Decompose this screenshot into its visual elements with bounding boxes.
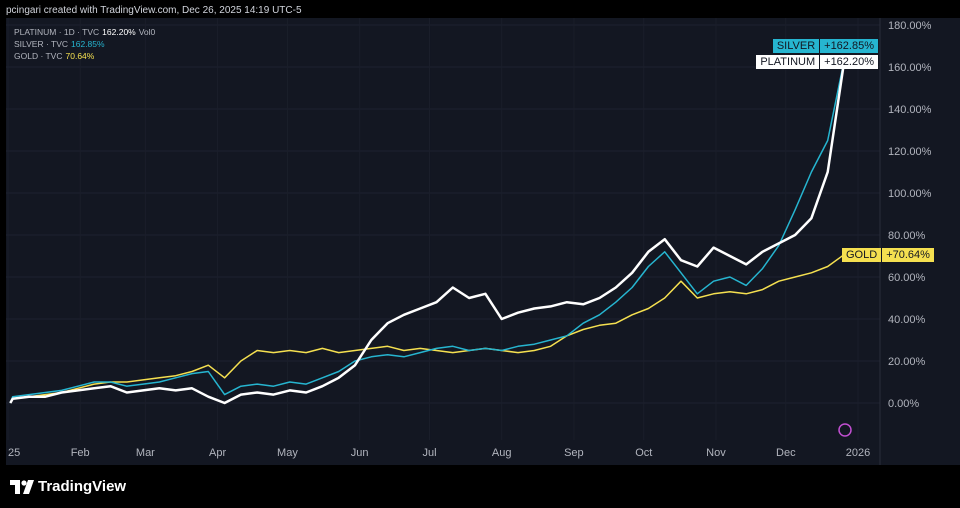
legend-value: 162.85%	[71, 39, 105, 49]
x-tick-label: Aug	[492, 447, 512, 459]
x-tick-label: 2026	[846, 447, 870, 459]
x-tick-label: Oct	[635, 447, 652, 459]
x-tick-label: Sep	[564, 447, 584, 459]
y-tick-label: 80.00%	[888, 230, 926, 242]
legend-gold[interactable]: GOLD · TVC 70.64%	[14, 51, 95, 61]
legend-silver[interactable]: SILVER · TVC 162.85%	[14, 39, 105, 49]
gold-price-tag: GOLD +70.64%	[842, 248, 934, 262]
y-tick-label: 120.00%	[888, 146, 932, 158]
tradingview-logo-icon	[10, 479, 34, 494]
silver-price-tag: SILVER +162.85%	[772, 39, 878, 53]
legend-value: 162.20%	[102, 27, 136, 37]
x-tick-label: Jun	[351, 447, 369, 459]
y-tick-label: 60.00%	[888, 272, 926, 284]
y-tick-label: 0.00%	[888, 398, 919, 410]
chart-credit: pcingari created with TradingView.com, D…	[6, 5, 302, 16]
x-tick-label: Apr	[209, 447, 226, 459]
lightning-icon	[838, 423, 852, 437]
tradingview-logo[interactable]: TradingView	[10, 478, 126, 495]
legend-platinum[interactable]: PLATINUM · 1D · TVC 162.20% Vol0	[14, 27, 156, 37]
x-tick-label: Jul	[422, 447, 436, 459]
y-tick-label: 40.00%	[888, 314, 926, 326]
series-line-platinum	[9, 62, 846, 405]
series-line-silver	[9, 60, 845, 404]
x-tick-label: Mar	[136, 447, 155, 459]
x-tick-label: May	[277, 447, 298, 459]
x-tick-label: 25	[8, 447, 20, 459]
y-tick-label: 140.00%	[888, 104, 932, 116]
chart-legend: PLATINUM · 1D · TVC 162.20% Vol0 SILVER · …	[14, 26, 155, 62]
series-line-gold	[9, 254, 845, 404]
y-tick-label: 160.00%	[888, 62, 932, 74]
x-tick-label: Feb	[71, 447, 90, 459]
x-tick-label: Dec	[776, 447, 796, 459]
y-tick-label: 20.00%	[888, 356, 926, 368]
platinum-price-tag: PLATINUM +162.20%	[756, 55, 878, 69]
x-tick-label: Nov	[706, 447, 726, 459]
legend-value: 70.64%	[65, 51, 95, 61]
y-tick-label: 180.00%	[888, 20, 932, 32]
chart-panel[interactable]	[6, 18, 960, 465]
legend-volume: Vol0	[138, 27, 156, 37]
y-tick-label: 100.00%	[888, 188, 932, 200]
